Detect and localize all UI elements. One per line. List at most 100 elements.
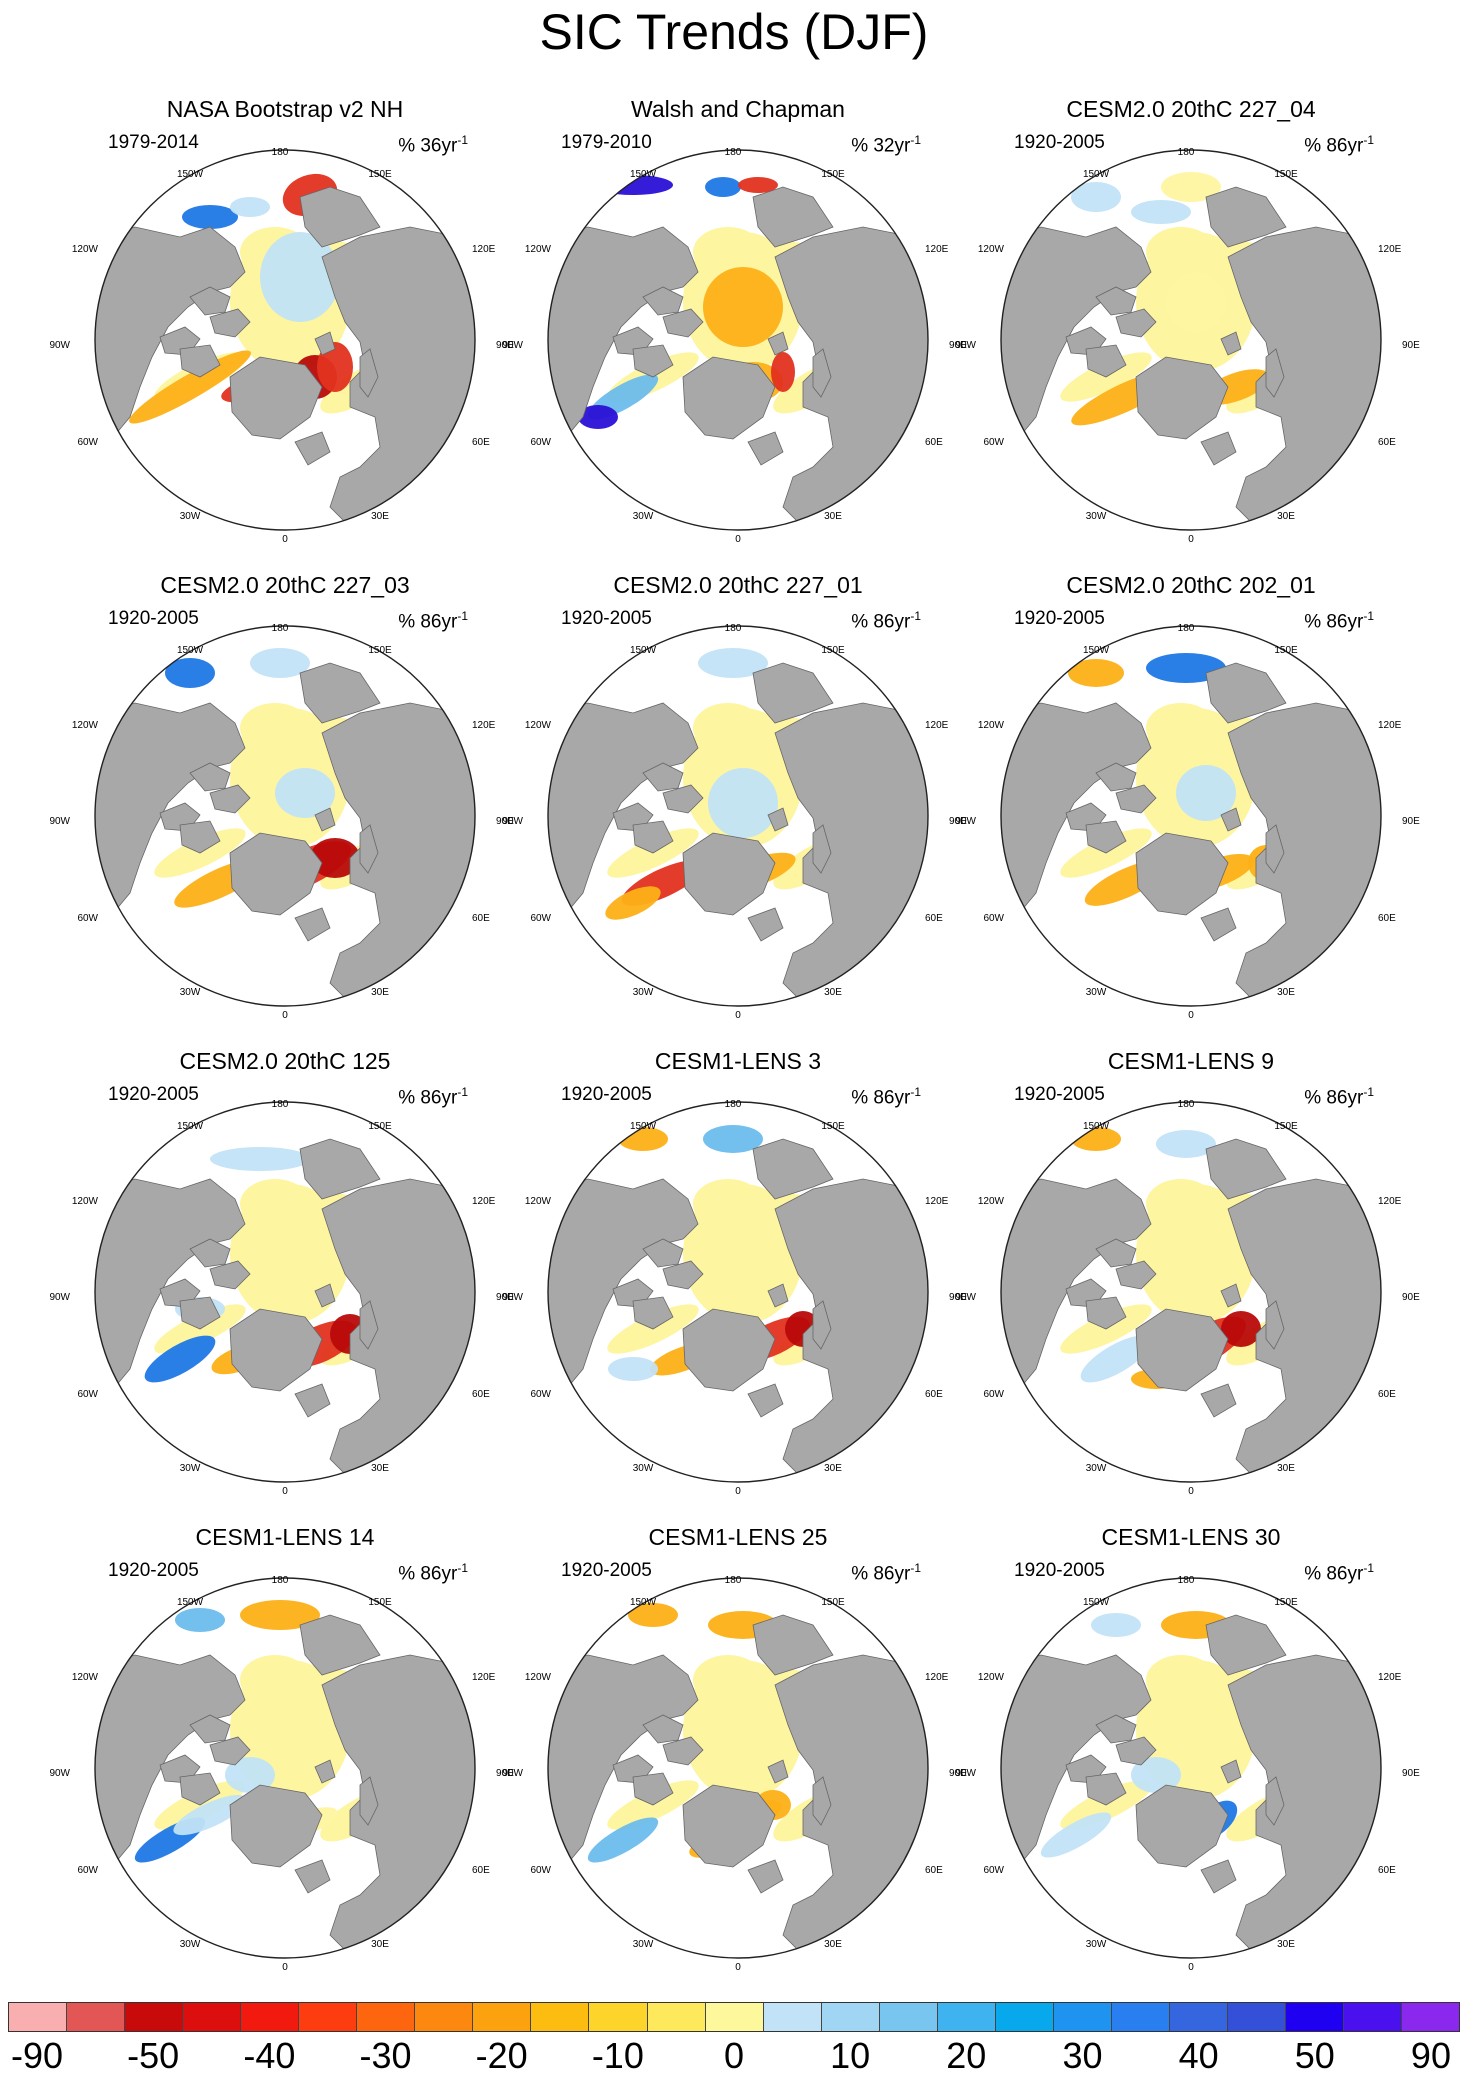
colorbar-box xyxy=(67,2003,126,2031)
land-mass xyxy=(1085,820,1127,854)
panel-units-text: % 86yr xyxy=(851,1563,911,1585)
panel-units: % 86yr-1 xyxy=(1304,605,1374,633)
land-mass xyxy=(209,1260,251,1290)
land-mass xyxy=(632,344,674,378)
land-mass xyxy=(747,907,784,942)
land-mass xyxy=(294,431,331,466)
panel-title: CESM1-LENS 9 xyxy=(1107,1048,1275,1074)
land-mass xyxy=(767,1759,789,1784)
longitude-label: 120E xyxy=(1378,1672,1402,1683)
trend-anomaly-region xyxy=(1131,200,1191,224)
longitude-label: 60E xyxy=(1378,1865,1396,1876)
panel-title: Walsh and Chapman xyxy=(631,96,845,122)
longitude-label: 180 xyxy=(271,1099,289,1110)
polar-map xyxy=(94,149,476,531)
longitude-label: 60W xyxy=(530,437,551,448)
longitude-label: 150W xyxy=(629,169,657,180)
land-mass xyxy=(752,1614,834,1676)
longitude-label: 150E xyxy=(1274,645,1298,656)
map-panel: CESM1-LENS 25 1920-2005 % 86yr-1 180 150W 150… xyxy=(502,1515,966,1990)
polar-map xyxy=(1000,625,1382,1007)
longitude-label: 30W xyxy=(1085,1463,1107,1474)
longitude-label: 30E xyxy=(824,511,842,522)
longitude-label: 30E xyxy=(371,511,389,522)
trend-anomaly-region xyxy=(144,1335,216,1383)
panel-units-exponent: -1 xyxy=(1363,133,1374,147)
longitude-label: 90W xyxy=(502,816,523,827)
land-mass xyxy=(229,1308,323,1392)
land-mass xyxy=(294,907,331,942)
land-mass xyxy=(179,1772,221,1806)
longitude-label: 150E xyxy=(368,1597,392,1608)
colorbar-tick-label: 10 xyxy=(830,2035,871,2076)
panel-title: CESM1-LENS 25 xyxy=(648,1524,828,1550)
land-mass xyxy=(642,286,684,316)
panel-title: CESM2.0 20thC 125 xyxy=(179,1048,391,1074)
map-panel: NASA Bootstrap v2 NH 1979-2014 % 36yr-1 180… xyxy=(49,87,513,562)
longitude-label: 30W xyxy=(1085,1939,1107,1950)
longitude-label: 30W xyxy=(632,987,654,998)
colorbar-box xyxy=(1402,2003,1460,2031)
panel-units-text: % 86yr xyxy=(1304,135,1364,157)
longitude-label: 0 xyxy=(735,1010,741,1021)
polar-map xyxy=(547,625,929,1007)
land-mass xyxy=(1200,431,1237,466)
longitude-label: 150W xyxy=(1082,169,1110,180)
land-mass xyxy=(179,1296,221,1330)
longitude-label: 150E xyxy=(821,169,845,180)
panel-title: CESM2.0 20thC 202_01 xyxy=(1066,572,1316,598)
land-mass xyxy=(812,824,832,874)
longitude-label: 120E xyxy=(472,1672,496,1683)
longitude-label: 180 xyxy=(724,623,742,634)
polar-map xyxy=(94,1101,476,1483)
land-mass xyxy=(747,1383,784,1418)
longitude-label: 150W xyxy=(176,1597,204,1608)
land-mass xyxy=(209,1736,251,1766)
land-mass xyxy=(359,1300,379,1350)
panel-years: 1920-2005 xyxy=(1014,1560,1105,1581)
longitude-label: 90E xyxy=(1402,340,1420,351)
polar-map xyxy=(547,1577,929,1959)
longitude-label: 60W xyxy=(77,1865,98,1876)
panel-years: 1920-2005 xyxy=(108,608,199,629)
map-boundary xyxy=(1000,625,1382,1007)
panel-title: CESM1-LENS 14 xyxy=(195,1524,375,1550)
longitude-label: 60E xyxy=(472,913,490,924)
land-mass xyxy=(229,1784,323,1868)
longitude-label: 30W xyxy=(1085,511,1107,522)
trend-anomaly-region xyxy=(628,1603,678,1627)
land-mass xyxy=(632,820,674,854)
land-mass xyxy=(812,348,832,398)
trend-anomaly-region xyxy=(1156,1130,1216,1158)
trend-anomaly-region xyxy=(738,177,778,193)
longitude-label: 30W xyxy=(632,511,654,522)
map-panel: CESM2.0 20thC 227_03 1920-2005 % 86yr-1 180… xyxy=(49,563,513,1038)
land-mass xyxy=(642,1714,684,1744)
land-mass xyxy=(1205,1138,1287,1200)
land-mass xyxy=(1085,344,1127,378)
colorbar-box xyxy=(879,2003,938,2031)
land-mass xyxy=(299,662,381,724)
longitude-label: 120W xyxy=(977,1196,1004,1207)
panel-years: 1979-2014 xyxy=(108,132,199,153)
longitude-label: 60E xyxy=(925,437,943,448)
longitude-label: 90E xyxy=(949,1768,967,1779)
panel-units-exponent: -1 xyxy=(457,1561,468,1575)
panel-title: CESM2.0 20thC 227_04 xyxy=(1066,96,1316,122)
land-mass xyxy=(1200,1383,1237,1418)
map-boundary xyxy=(94,625,476,1007)
longitude-label: 60E xyxy=(925,1389,943,1400)
longitude-label: 60E xyxy=(472,1389,490,1400)
panel-units-exponent: -1 xyxy=(457,609,468,623)
land-mass xyxy=(189,762,231,792)
longitude-label: 30E xyxy=(824,987,842,998)
land-mass xyxy=(812,1300,832,1350)
land-mass xyxy=(209,308,251,338)
longitude-label: 90E xyxy=(496,1768,514,1779)
longitude-label: 150W xyxy=(629,1121,657,1132)
colorbar-tick-label: 20 xyxy=(946,2035,987,2076)
longitude-label: 60W xyxy=(530,1865,551,1876)
land-mass xyxy=(682,1784,776,1868)
land-mass xyxy=(314,1759,336,1784)
trend-anomaly-region xyxy=(210,1147,310,1171)
